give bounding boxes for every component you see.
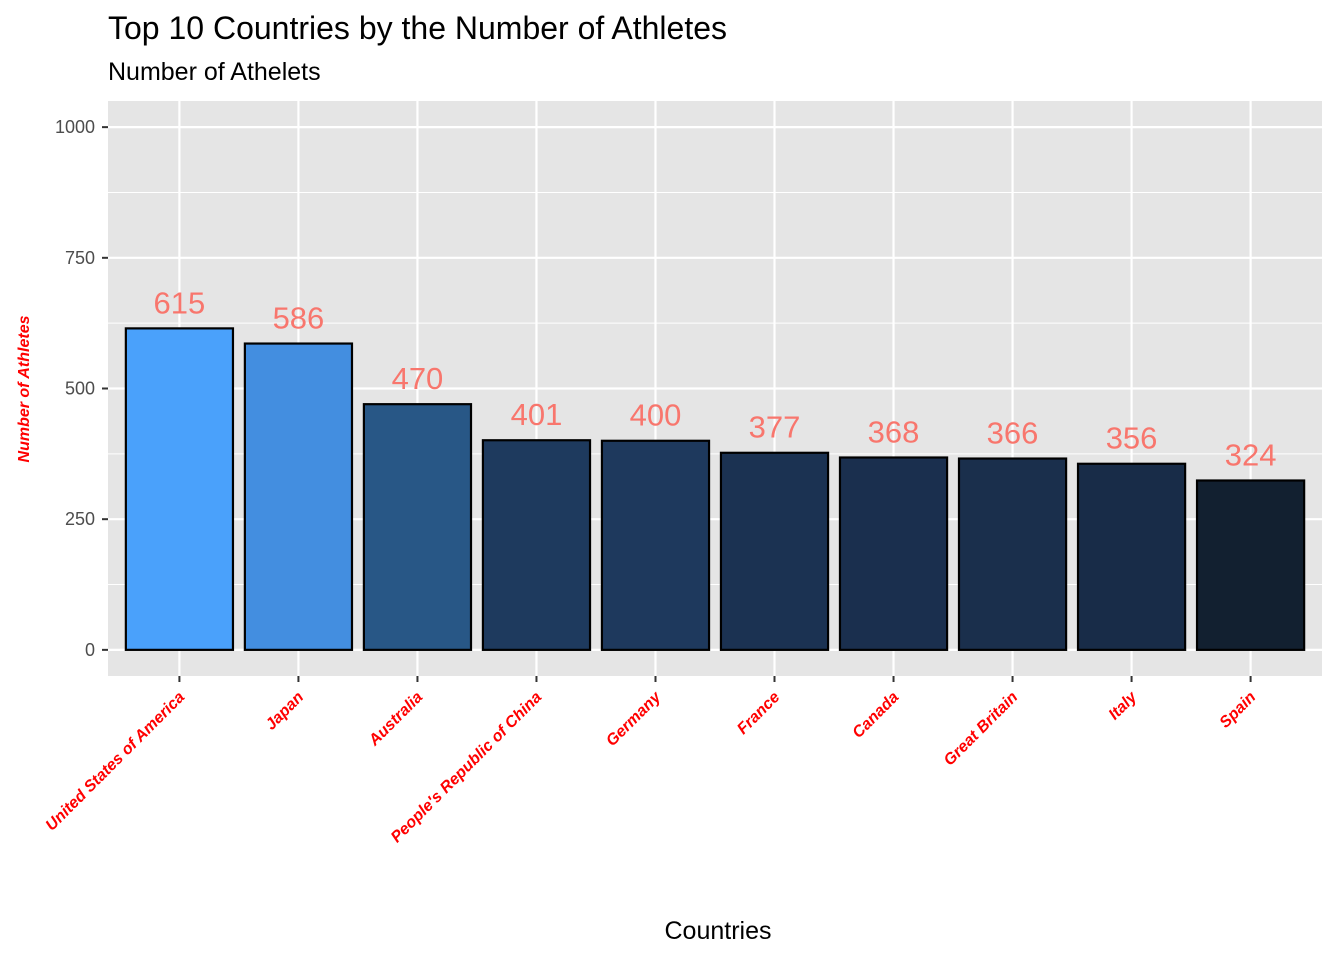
bar-value-labels: 615 586 470 401 400 377 368 366 356 324 [154,285,1277,472]
chart-title: Top 10 Countries by the Number of Athlet… [108,10,728,46]
bar [600,439,711,651]
x-tick-label: Spain [1217,689,1260,732]
bar [1076,462,1187,651]
chart-subtitle: Number of Athelets [108,58,321,86]
x-tick-label: Canada [849,689,902,742]
y-tick-label: 750 [65,248,95,268]
bar [362,403,473,651]
bar [719,451,830,651]
x-tick-label: Great Britain [941,689,1022,770]
bar-value-label: 356 [1106,421,1158,456]
bars [124,327,1306,651]
x-axis: United States of America Japan AustraliaPe… [43,676,1260,846]
bar-value-label: 368 [868,414,920,449]
y-axis-title: Number of Athletes [16,315,33,462]
bar-value-label: 400 [630,398,682,433]
x-tick-label: United States of America [43,689,189,835]
bar-value-label: 586 [273,300,325,335]
x-tick-label: Australia [365,689,426,750]
y-tick-label: 1000 [55,117,95,137]
bar [957,457,1068,651]
x-tick-label: Japan [263,689,308,734]
x-tick-label: Germany [603,688,665,750]
bar-value-label: 366 [987,415,1039,450]
x-tick-label: France [734,689,783,738]
bar [481,439,592,651]
bar-value-label: 324 [1225,437,1277,472]
bar [838,456,949,651]
bar [243,342,354,651]
y-tick-label: 500 [65,379,95,399]
bar-value-label: 470 [392,361,444,396]
bar-value-label: 401 [511,397,563,432]
bar-value-label: 615 [154,285,206,320]
y-axis: 0 250 500 750 1000 [55,117,108,660]
bar [1195,479,1306,651]
y-tick-label: 250 [65,509,95,529]
x-axis-title: Countries [665,917,772,945]
bar [124,327,235,651]
y-tick-label: 0 [85,640,95,660]
bar-value-label: 377 [749,410,801,445]
x-tick-label: Italy [1106,688,1141,723]
